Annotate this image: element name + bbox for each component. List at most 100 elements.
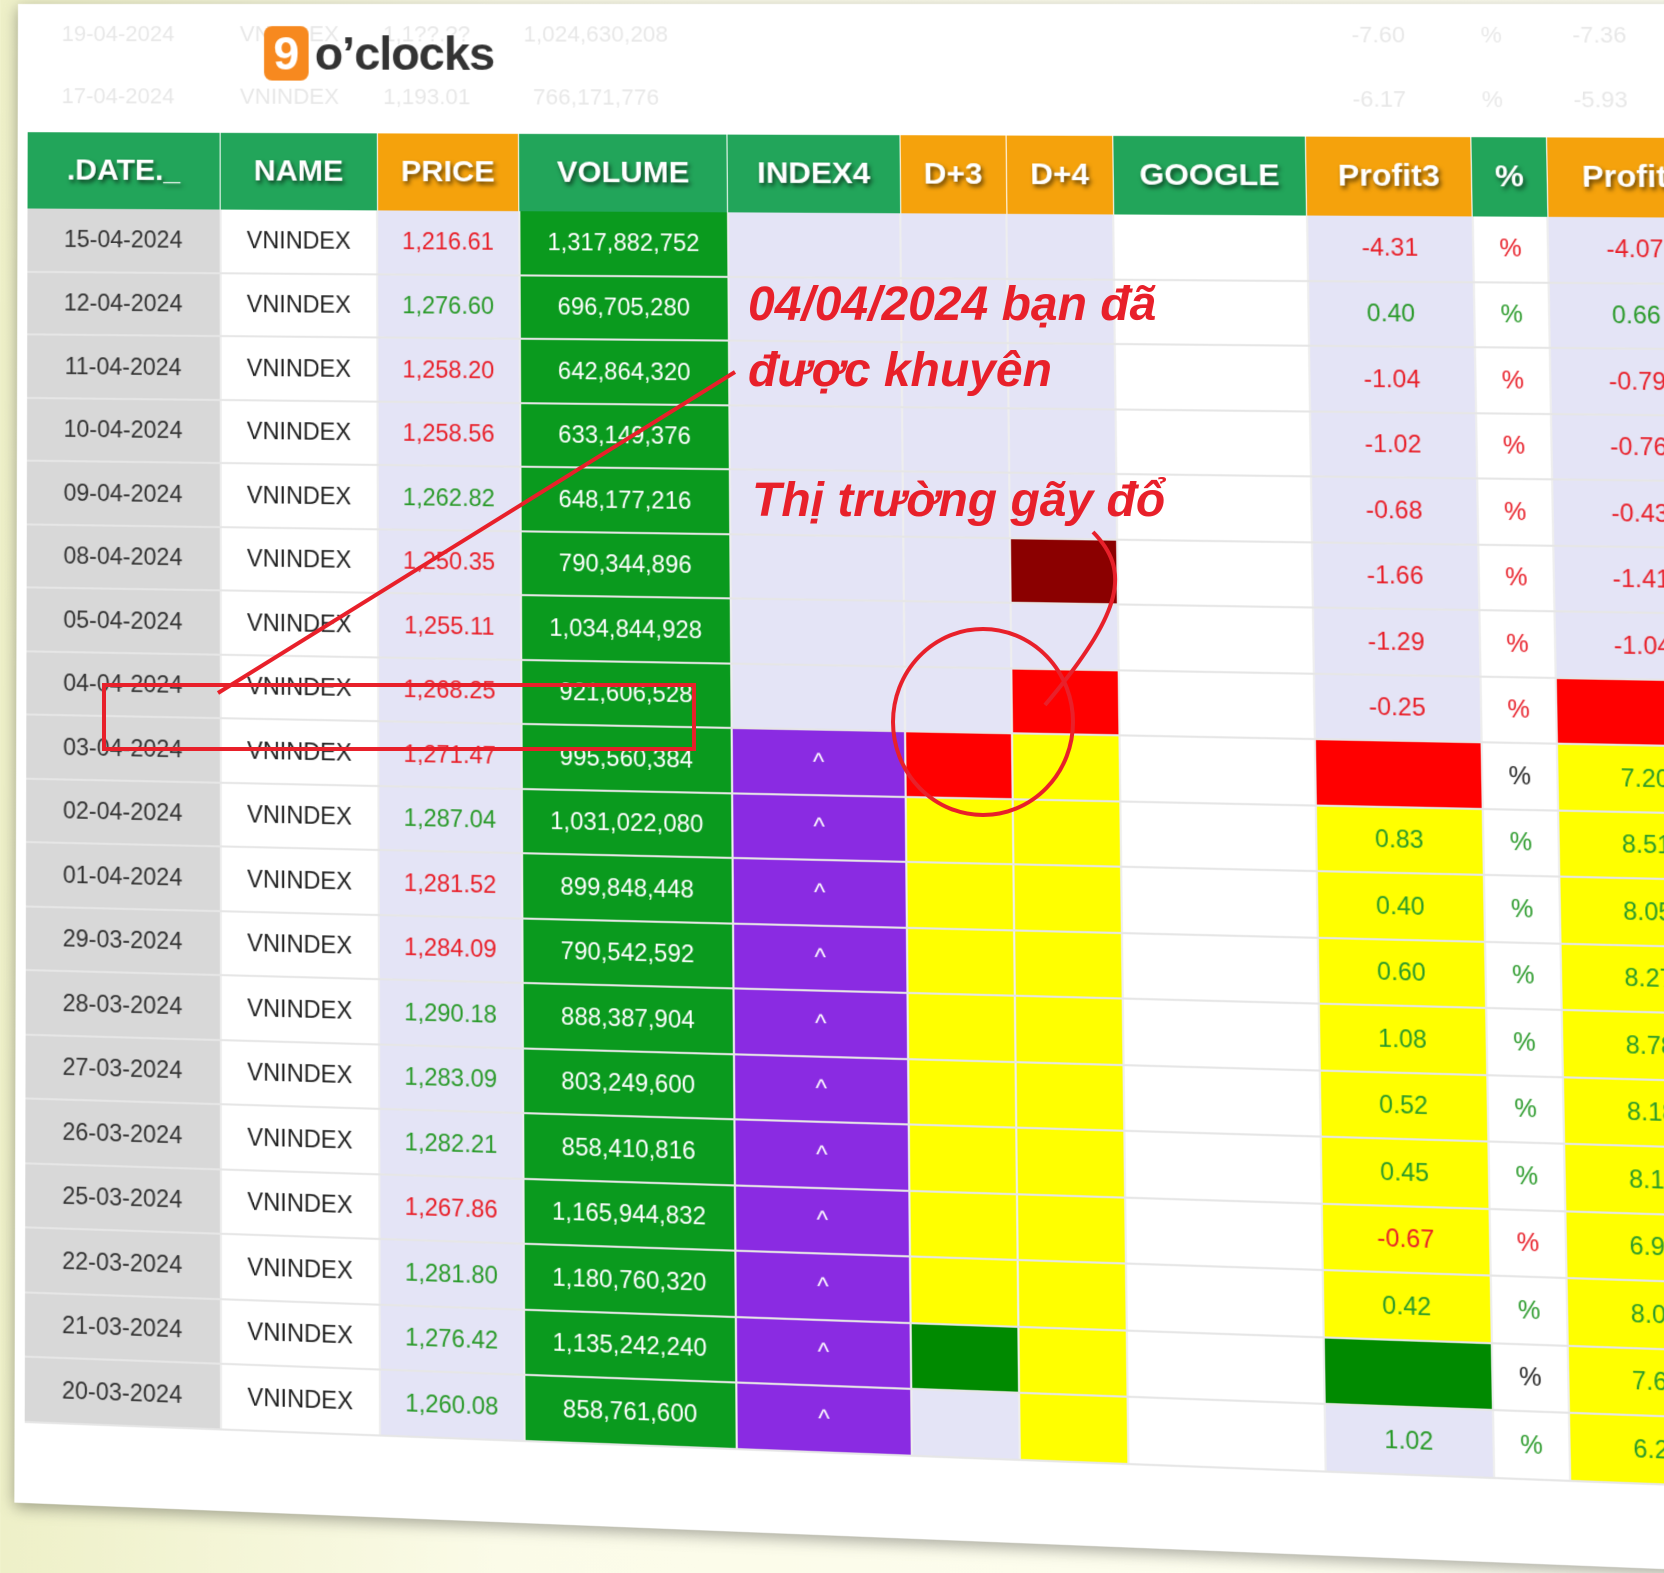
google-cell[interactable] <box>1120 735 1316 806</box>
column-header[interactable]: Profit3 <box>1305 136 1473 217</box>
date-cell[interactable]: 08-04-2024 <box>26 523 221 591</box>
index4-cell[interactable]: ^ <box>736 1382 912 1456</box>
volume-cell[interactable]: 1,031,022,080 <box>521 788 733 858</box>
index4-cell[interactable]: ^ <box>733 1053 909 1125</box>
profit3-cell[interactable] <box>1314 739 1483 809</box>
name-cell[interactable]: VNINDEX <box>220 910 380 980</box>
percent-cell[interactable]: % <box>1488 1141 1566 1211</box>
d4-cell[interactable] <box>1017 1259 1128 1331</box>
google-cell[interactable] <box>1124 1064 1321 1137</box>
name-cell[interactable]: VNINDEX <box>220 272 378 338</box>
profit3-cell[interactable] <box>1323 1336 1493 1411</box>
date-cell[interactable]: 04-04-2024 <box>26 650 221 719</box>
profit3-cell[interactable]: -1.02 <box>1309 410 1478 479</box>
volume-cell[interactable]: 899,848,448 <box>521 853 734 924</box>
index4-cell[interactable]: ^ <box>732 792 907 862</box>
name-cell[interactable]: VNINDEX <box>220 1039 380 1109</box>
profit4-cell[interactable]: -1.41 <box>1553 545 1664 615</box>
d4-cell[interactable] <box>1014 929 1124 999</box>
google-cell[interactable] <box>1117 539 1313 608</box>
profit3-cell[interactable]: -0.68 <box>1310 476 1479 545</box>
index4-cell[interactable]: ^ <box>734 1119 910 1191</box>
d3-cell[interactable] <box>908 1058 1017 1128</box>
d4-cell[interactable] <box>1010 602 1120 670</box>
index4-cell[interactable] <box>730 598 905 667</box>
name-cell[interactable]: VNINDEX <box>220 975 380 1044</box>
volume-cell[interactable]: 803,249,600 <box>522 1047 735 1120</box>
percent-cell[interactable]: % <box>1492 1410 1571 1481</box>
column-header[interactable]: INDEX4 <box>727 134 901 214</box>
profit3-cell[interactable]: -0.67 <box>1321 1203 1491 1276</box>
column-header[interactable]: % <box>1471 137 1548 217</box>
d3-cell[interactable] <box>905 796 1014 865</box>
date-cell[interactable]: 25-03-2024 <box>25 1162 221 1234</box>
google-cell[interactable] <box>1128 1396 1326 1472</box>
volume-cell[interactable]: 648,177,216 <box>520 466 731 534</box>
profit4-cell[interactable]: 8.11 <box>1564 1143 1664 1217</box>
profit3-cell[interactable]: 0.60 <box>1317 937 1487 1008</box>
profit3-cell[interactable]: -0.25 <box>1313 673 1482 743</box>
profit4-cell[interactable]: 8.07 <box>1566 1278 1664 1352</box>
column-header[interactable]: NAME <box>220 132 378 211</box>
percent-cell[interactable]: % <box>1484 941 1562 1010</box>
google-cell[interactable] <box>1123 998 1320 1071</box>
column-header[interactable]: Profit4 <box>1546 137 1664 218</box>
profit3-cell[interactable]: -1.66 <box>1311 541 1480 611</box>
percent-cell[interactable]: % <box>1480 676 1558 744</box>
price-cell[interactable]: 1,258.56 <box>377 401 521 467</box>
google-cell[interactable] <box>1124 1130 1322 1204</box>
name-cell[interactable]: VNINDEX <box>220 590 379 657</box>
percent-cell[interactable]: % <box>1491 1342 1570 1413</box>
profit4-cell[interactable]: -0.79 <box>1549 347 1664 416</box>
date-cell[interactable]: 21-03-2024 <box>24 1291 221 1364</box>
name-cell[interactable]: VNINDEX <box>220 1233 380 1305</box>
d4-cell[interactable] <box>1015 995 1125 1065</box>
google-cell[interactable] <box>1119 669 1315 740</box>
date-cell[interactable]: 26-03-2024 <box>25 1098 221 1169</box>
name-cell[interactable]: VNINDEX <box>220 526 379 593</box>
index4-cell[interactable]: ^ <box>735 1316 912 1389</box>
percent-cell[interactable]: % <box>1473 281 1550 348</box>
profit4-cell[interactable]: -4.07 <box>1547 216 1664 284</box>
price-cell[interactable]: 1,283.09 <box>379 1043 523 1114</box>
d4-cell[interactable] <box>1015 1061 1125 1131</box>
price-cell[interactable]: 1,290.18 <box>379 979 523 1048</box>
price-cell[interactable]: 1,282.21 <box>379 1108 524 1179</box>
column-header[interactable]: .DATE._ <box>27 132 221 210</box>
column-header[interactable]: VOLUME <box>518 133 729 213</box>
d3-cell[interactable] <box>910 1322 1020 1393</box>
name-cell[interactable]: VNINDEX <box>220 718 379 786</box>
d4-cell[interactable] <box>1016 1127 1126 1198</box>
name-cell[interactable]: VNINDEX <box>220 209 378 274</box>
profit4-cell[interactable]: -0.43 <box>1552 479 1664 548</box>
d4-cell[interactable] <box>1019 1392 1129 1464</box>
index4-cell[interactable] <box>730 533 904 602</box>
google-cell[interactable] <box>1118 604 1314 674</box>
column-header[interactable]: PRICE <box>377 133 519 212</box>
date-cell[interactable]: 10-04-2024 <box>26 397 221 463</box>
date-cell[interactable]: 12-04-2024 <box>27 271 221 337</box>
volume-cell[interactable]: 790,542,592 <box>521 917 734 989</box>
percent-cell[interactable]: % <box>1475 412 1553 480</box>
percent-cell[interactable]: % <box>1474 347 1552 414</box>
d3-cell[interactable] <box>911 1388 1021 1460</box>
google-cell[interactable] <box>1125 1197 1323 1270</box>
profit3-cell[interactable]: 0.52 <box>1319 1070 1489 1142</box>
volume-cell[interactable]: 921,606,528 <box>520 659 732 728</box>
google-cell[interactable] <box>1127 1330 1325 1404</box>
profit3-cell[interactable]: -1.29 <box>1312 607 1481 677</box>
d3-cell[interactable] <box>910 1256 1019 1327</box>
google-cell[interactable] <box>1126 1263 1324 1337</box>
name-cell[interactable]: VNINDEX <box>220 336 378 402</box>
date-cell[interactable]: 05-04-2024 <box>26 587 221 655</box>
volume-cell[interactable]: 1,135,242,240 <box>523 1309 737 1383</box>
profit4-cell[interactable]: 8.27 <box>1560 943 1664 1015</box>
d4-cell[interactable] <box>1017 1193 1127 1264</box>
column-header[interactable]: D+4 <box>1005 135 1114 215</box>
profit3-cell[interactable]: 1.08 <box>1318 1003 1488 1075</box>
d3-cell[interactable] <box>909 1190 1018 1260</box>
profit4-cell[interactable]: 8.05 <box>1559 876 1664 948</box>
price-cell[interactable]: 1,284.09 <box>378 914 523 983</box>
date-cell[interactable]: 20-03-2024 <box>24 1356 221 1429</box>
index4-cell[interactable]: ^ <box>735 1250 911 1323</box>
